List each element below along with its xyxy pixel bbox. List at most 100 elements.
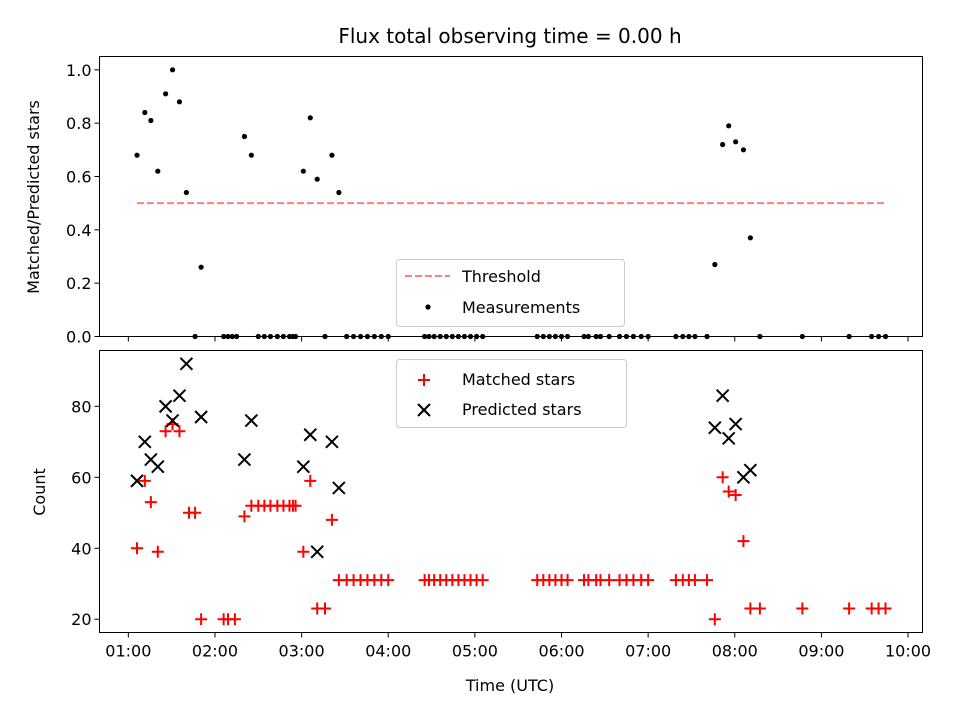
data-point	[382, 574, 395, 587]
x-tick-label: 01:00	[105, 642, 151, 661]
x-tick-label: 03:00	[279, 642, 325, 661]
data-point	[747, 235, 753, 241]
data-point	[743, 463, 758, 477]
data-point	[169, 67, 176, 73]
y-tick-label: 1.0	[66, 61, 91, 80]
data-point	[237, 452, 252, 467]
ratio-legend-box	[396, 259, 625, 327]
y-tick-label: 0.0	[66, 328, 91, 347]
data-point	[138, 435, 152, 449]
data-point	[300, 168, 306, 174]
data-point	[138, 474, 151, 487]
count-plot-area	[130, 357, 892, 626]
data-point	[319, 602, 332, 615]
count-panel: Count Time (UTC) 20 40 60 80 01:00 02:00 03:0…	[30, 350, 931, 695]
data-point	[561, 574, 574, 587]
x-tick-label: 05:00	[452, 642, 498, 661]
data-point	[241, 133, 248, 140]
x-tick-label: 04:00	[365, 642, 411, 661]
ratio-panel: Matched/Predicted stars 0.0 0.2 0.4 0.6 0.8 1…	[24, 56, 923, 347]
data-point	[195, 613, 208, 626]
data-point	[722, 485, 735, 498]
x-tick-label: 07:00	[625, 642, 671, 661]
matched-legend-swatch	[418, 374, 430, 386]
x-tick-label: 10:00	[885, 642, 931, 661]
count-y-axis: 20 40 60 80	[71, 397, 100, 629]
data-point	[248, 152, 254, 158]
data-point	[314, 176, 320, 182]
data-point	[729, 489, 742, 502]
data-point	[155, 168, 161, 174]
data-point	[189, 506, 202, 519]
data-point	[603, 574, 616, 587]
data-point	[179, 357, 194, 371]
data-point	[296, 459, 311, 474]
data-point	[194, 410, 208, 424]
y-tick-label: 60	[71, 468, 91, 487]
data-point	[728, 417, 743, 431]
predicted-stars-series	[130, 357, 758, 559]
measurements-legend-label: Measurements	[462, 298, 580, 317]
data-point	[158, 399, 173, 414]
data-point	[176, 99, 183, 105]
data-point	[289, 499, 302, 512]
data-point	[238, 510, 251, 523]
predicted-legend-label: Predicted stars	[462, 400, 582, 419]
data-point	[720, 141, 726, 148]
data-point	[159, 425, 172, 438]
y-tick-label: 20	[71, 610, 91, 629]
data-point	[142, 109, 148, 116]
ratio-axes-frame	[99, 56, 923, 337]
count-legend: Matched stars Predicted stars	[396, 359, 627, 428]
data-point	[165, 413, 180, 428]
predicted-legend-swatch	[417, 403, 431, 417]
y-tick-label: 40	[71, 539, 91, 558]
data-point	[151, 545, 164, 558]
y-tick-label: 0.6	[66, 168, 91, 187]
x-tick-label: 09:00	[798, 642, 844, 661]
data-point	[701, 574, 714, 587]
data-point	[172, 389, 187, 403]
matched-legend-label: Matched stars	[462, 370, 575, 389]
data-point	[843, 602, 856, 615]
data-point	[151, 459, 165, 474]
x-tick-label: 08:00	[712, 642, 758, 661]
matched-stars-series	[131, 418, 892, 626]
data-point	[307, 115, 313, 121]
y-tick-label: 0.4	[66, 221, 91, 240]
data-point	[228, 613, 241, 626]
data-point	[244, 413, 259, 428]
ratio-legend: Threshold Measurements	[396, 259, 625, 327]
count-legend-box	[396, 359, 627, 428]
data-point	[712, 261, 718, 268]
data-point	[148, 117, 154, 124]
data-point	[144, 496, 157, 509]
ratio-y-axis-label: Matched/Predicted stars	[24, 100, 43, 294]
data-point	[740, 147, 747, 153]
data-point	[310, 545, 324, 559]
data-point	[733, 139, 739, 145]
data-point	[708, 613, 721, 626]
data-point	[198, 264, 204, 270]
data-point	[173, 425, 186, 438]
data-point	[642, 574, 655, 587]
data-point	[297, 545, 310, 558]
data-point	[332, 481, 346, 495]
figure-title: Flux total observing time = 0.00 h	[338, 24, 681, 48]
data-point	[329, 152, 335, 158]
data-point	[303, 428, 317, 442]
count-y-axis-label: Count	[30, 468, 49, 516]
data-point	[708, 420, 722, 435]
measurements-legend-swatch	[425, 304, 431, 310]
data-point	[716, 471, 729, 484]
y-tick-label: 0.8	[66, 114, 91, 133]
data-point	[688, 574, 701, 587]
ratio-x-axis	[127, 336, 909, 342]
x-tick-label: 02:00	[192, 642, 238, 661]
data-point	[325, 435, 339, 449]
data-point	[336, 189, 342, 196]
data-point	[753, 602, 766, 615]
data-point	[737, 535, 750, 548]
data-point	[715, 389, 730, 403]
